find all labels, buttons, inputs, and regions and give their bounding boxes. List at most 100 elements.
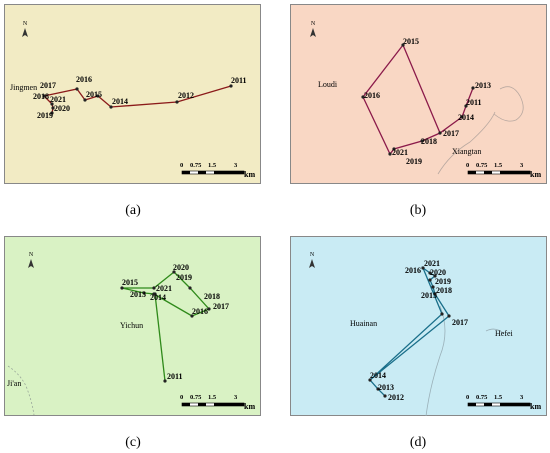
route-point [428,271,432,275]
route-point [188,286,192,290]
route-point [96,94,100,98]
year-label: 2014 [458,113,474,122]
route-point [388,152,392,156]
year-label: 2015 [86,90,102,99]
svg-text:0.75: 0.75 [476,162,488,169]
city-label-huainan: Huainan [350,319,377,328]
route-point [207,307,211,311]
map-b-svg: N Loudi Xiangtan 2013 2011 2014 2017 201… [290,4,547,184]
svg-text:0: 0 [466,162,469,169]
svg-text:1.5: 1.5 [208,394,217,401]
north-arrow: N [310,21,316,37]
year-label: 2017 [443,129,459,138]
route-point [51,106,55,110]
map-b-background [290,4,547,184]
year-label: 2013 [475,81,491,90]
route-line [369,266,450,397]
route-point [172,270,176,274]
year-label: 2017 [40,81,56,90]
route-point [433,274,437,278]
year-label: 2018 [436,286,452,295]
route-point [460,115,464,119]
map-panel-c: N Yichun Ji'an 2011 2014 2013 2015 2021 … [4,236,261,416]
route-point [83,98,87,102]
route-point [361,95,365,99]
year-label: 2012 [388,393,404,402]
city-label-xiangtan: Xiangtan [452,147,481,156]
year-label: 2018 [33,92,49,101]
route-point [438,131,442,135]
year-label: 2017 [452,318,468,327]
route-point [433,292,437,296]
year-label: 2015 [403,37,419,46]
svg-text:0.75: 0.75 [190,162,202,169]
route-point [229,84,233,88]
map-a-background [4,4,261,184]
year-label: 2013 [378,383,394,392]
svg-text:km: km [244,402,255,411]
north-arrow-icon [309,259,315,268]
svg-text:3: 3 [234,162,238,169]
route-point [383,394,387,398]
route-point [152,292,156,296]
year-label: 2013 [130,290,146,299]
year-label: 2020 [54,104,70,113]
north-arrow-label: N [23,21,28,27]
route-point [428,278,432,282]
caption-a: (a) [125,203,141,218]
svg-text:1.5: 1.5 [494,394,503,401]
year-label: 2014 [370,371,386,380]
route-point [368,378,372,382]
route-point [440,312,444,316]
route-point [376,387,380,391]
map-panel-b: N Loudi Xiangtan 2013 2011 2014 2017 201… [290,4,547,184]
year-labels: 2012 2013 2014 2017 2015 2018 2019 2020 … [370,259,468,402]
city-label-hefei: Hefei [495,329,514,338]
route-point [431,285,435,289]
caption-d: (d) [409,435,427,450]
north-arrow-label: N [310,252,315,258]
route-point [420,139,424,143]
year-label: 2018 [204,292,220,301]
year-label: 2018 [421,137,437,146]
year-label: 2021 [392,148,408,157]
city-label-jingmen: Jingmen [10,83,37,92]
svg-text:3: 3 [234,394,238,401]
map-panel-d: N Huainan Hefei 2012 2013 2014 2017 2015… [290,236,547,417]
year-label: 2020 [430,268,446,277]
route-point [464,104,468,108]
svg-text:0: 0 [466,394,469,401]
svg-text:0.75: 0.75 [190,394,202,401]
north-arrow: N [22,21,28,37]
year-label: 2016 [405,266,421,275]
north-arrow-icon [22,28,28,37]
year-label: 2019 [435,277,451,286]
scale-bar: 0 0.75 1.5 3 km [180,162,255,179]
map-c-background [4,236,261,416]
boundary-line [437,86,524,175]
boundary-line [7,365,35,416]
year-label: 2011 [167,372,183,381]
scale-bar: 0 0.75 1.5 3 km [466,394,541,411]
svg-text:0.75: 0.75 [476,394,488,401]
year-labels: 2011 2012 2014 2015 2016 2017 2018 2021 … [33,75,247,120]
year-labels: 2013 2011 2014 2017 2018 2021 2019 2016 … [364,37,491,166]
map-a-svg: N Jingmen 2011 2012 2014 2015 2016 2017 … [4,4,261,184]
north-arrow-label: N [29,252,34,258]
city-label-loudi: Loudi [318,80,338,89]
year-label: 2015 [421,291,437,300]
year-label: 2016 [192,307,208,316]
svg-text:km: km [530,170,541,179]
caption-b: (b) [409,203,427,218]
year-label: 2011 [231,76,247,85]
svg-text:0: 0 [180,394,183,401]
route-point [471,86,475,90]
route-points [361,43,475,156]
year-label: 2019 [176,273,192,282]
route-point [42,94,46,98]
route-point [152,286,156,290]
year-label: 2019 [406,157,422,166]
svg-text:km: km [244,170,255,179]
route-points [42,84,233,115]
year-label: 2012 [178,91,194,100]
